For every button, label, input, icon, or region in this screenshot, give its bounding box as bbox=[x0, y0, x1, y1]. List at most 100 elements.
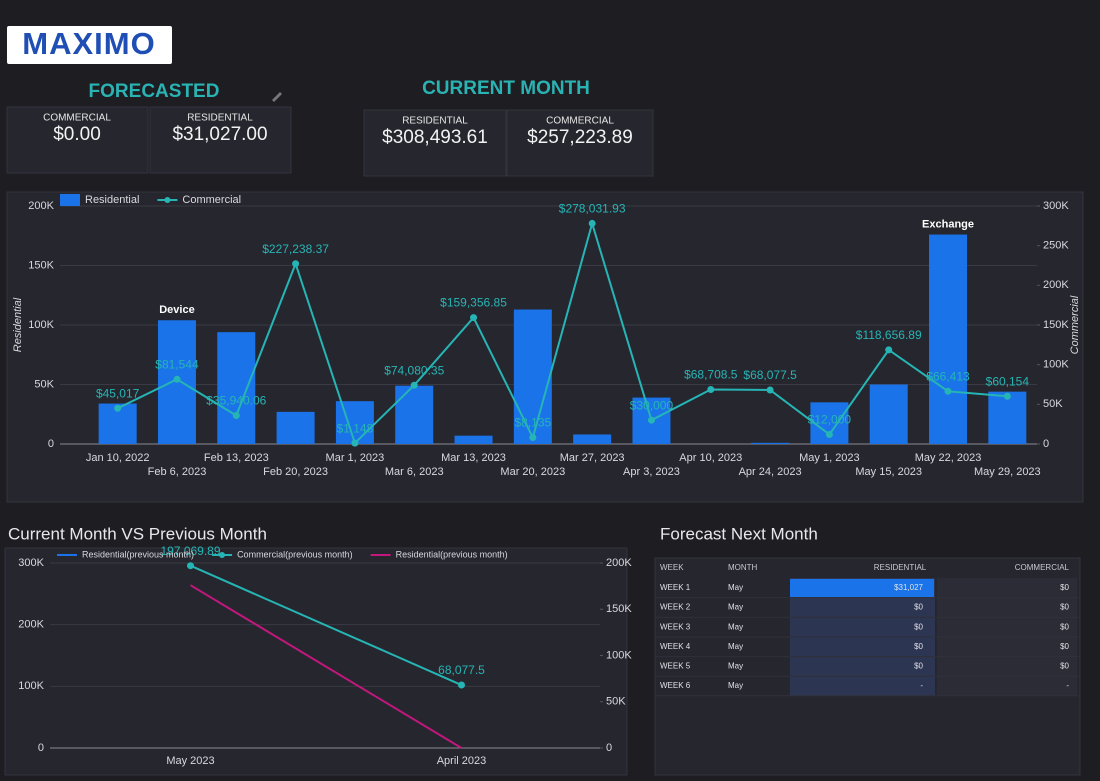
table-cell: WEEK 6 bbox=[660, 681, 691, 690]
x-tick-label: Apr 3, 2023 bbox=[623, 466, 680, 478]
bar bbox=[395, 385, 434, 444]
data-label: $159,356.85 bbox=[440, 296, 507, 310]
data-label: $68,708.5 bbox=[684, 368, 738, 382]
legend-label: Commercial bbox=[182, 194, 241, 206]
point bbox=[351, 439, 359, 447]
y-tick-label: 0 bbox=[38, 742, 44, 754]
table-cell: $0 bbox=[914, 622, 923, 631]
table-cell: $31,027 bbox=[894, 583, 923, 592]
table-cell: WEEK 4 bbox=[660, 642, 691, 651]
logo-box bbox=[7, 26, 172, 64]
kpi-value: $31,027.00 bbox=[172, 124, 267, 145]
table-cell: May bbox=[728, 622, 743, 631]
data-label: $60,154 bbox=[986, 374, 1030, 388]
x-tick-label: Feb 6, 2023 bbox=[148, 466, 207, 478]
data-label: $8,135 bbox=[514, 416, 551, 430]
y2-axis-title: Commercial bbox=[1069, 295, 1081, 354]
table-cell: $0 bbox=[914, 662, 923, 671]
table-header: RESIDENTIAL bbox=[874, 563, 927, 572]
kpi-value: $308,493.61 bbox=[382, 127, 488, 148]
x-tick-label: Mar 27, 2023 bbox=[560, 452, 625, 464]
table-cell: May bbox=[728, 603, 743, 612]
x-tick-label: Feb 13, 2023 bbox=[204, 452, 269, 464]
logo: MAXIMO bbox=[22, 26, 155, 61]
data-label: $81,544 bbox=[155, 357, 199, 371]
point bbox=[114, 404, 122, 412]
kpi-card bbox=[363, 109, 507, 177]
table-cell: - bbox=[1066, 681, 1069, 690]
y-tick-label: 50K bbox=[34, 378, 54, 390]
point bbox=[1003, 392, 1011, 400]
bar bbox=[454, 435, 493, 444]
x-tick-label: May 29, 2023 bbox=[974, 466, 1041, 478]
table-header: MONTH bbox=[728, 563, 758, 572]
x-tick-label: Apr 24, 2023 bbox=[739, 466, 802, 478]
x-tick-label: Mar 6, 2023 bbox=[385, 466, 444, 478]
x-tick-label: Mar 20, 2023 bbox=[500, 466, 565, 478]
y2-tick-label: 200K bbox=[1043, 279, 1069, 291]
edit-icon[interactable] bbox=[272, 92, 282, 102]
y2-tick-label: 250K bbox=[1043, 240, 1069, 252]
data-label: $118,656.89 bbox=[856, 328, 922, 342]
table-cell: $0 bbox=[1060, 583, 1069, 592]
y-axis-title: Residential bbox=[12, 297, 24, 352]
y2-tick-label: 0 bbox=[1043, 438, 1049, 450]
y2-tick-label: 100K bbox=[606, 649, 632, 661]
table-cell: $0 bbox=[1060, 662, 1069, 671]
line bbox=[189, 584, 463, 749]
y2-tick-label: 0 bbox=[606, 742, 612, 754]
line bbox=[190, 564, 462, 686]
data-label: 197,069.89 bbox=[160, 544, 220, 558]
table-cell: - bbox=[920, 681, 923, 690]
legend-label: Residential(previous month) bbox=[396, 549, 508, 559]
table-cell: $0 bbox=[1060, 603, 1069, 612]
x-tick-label: May 15, 2023 bbox=[855, 466, 922, 478]
heat-cell bbox=[790, 579, 934, 597]
table-cell: WEEK 1 bbox=[660, 583, 691, 592]
x-tick-label: Feb 20, 2023 bbox=[263, 466, 328, 478]
kpi-label: COMMERCIAL bbox=[43, 113, 111, 124]
point bbox=[458, 681, 465, 689]
data-label: $45,017 bbox=[96, 386, 140, 400]
data-label: $66,413 bbox=[926, 369, 970, 383]
bar bbox=[217, 332, 256, 444]
y2-tick-label: 50K bbox=[1043, 398, 1063, 410]
legend-label: Residential(previous month) bbox=[82, 549, 194, 559]
y2-tick-label: 300K bbox=[1043, 200, 1069, 212]
x-tick-label: May 2023 bbox=[166, 755, 214, 767]
point bbox=[825, 430, 833, 438]
legend-label: Residential bbox=[85, 194, 139, 206]
legend-swatch bbox=[219, 552, 226, 558]
bar bbox=[573, 434, 612, 444]
point bbox=[173, 375, 181, 383]
point bbox=[944, 387, 952, 395]
data-label: $1,148 bbox=[337, 421, 374, 435]
data-label: $12,000 bbox=[808, 413, 852, 427]
y-tick-label: 200K bbox=[18, 619, 44, 631]
table-cell: May bbox=[728, 642, 743, 651]
bar bbox=[335, 401, 374, 444]
legend-swatch bbox=[164, 197, 171, 203]
chart-title: Current Month VS Previous Month bbox=[8, 524, 267, 543]
kpi-value: $257,223.89 bbox=[527, 127, 633, 148]
point bbox=[885, 346, 893, 354]
table-cell: WEEK 3 bbox=[660, 622, 691, 631]
kpi-value: $0.00 bbox=[53, 124, 101, 145]
table-cell: May bbox=[728, 662, 743, 671]
y2-tick-label: 150K bbox=[606, 603, 632, 615]
point bbox=[187, 562, 194, 570]
y-tick-label: 200K bbox=[28, 200, 54, 212]
table-cell: May bbox=[728, 681, 743, 690]
y-tick-label: 150K bbox=[28, 259, 54, 271]
x-tick-label: Jan 10, 2022 bbox=[86, 452, 150, 464]
kpi-card bbox=[149, 106, 292, 174]
point bbox=[410, 381, 418, 389]
bar bbox=[513, 309, 552, 444]
x-tick-label: Mar 1, 2023 bbox=[326, 452, 385, 464]
data-label: 68,077.5 bbox=[438, 663, 485, 677]
bar bbox=[751, 442, 790, 444]
point bbox=[766, 386, 774, 394]
annotation: Exchange bbox=[922, 218, 974, 230]
table-cell: $0 bbox=[914, 642, 923, 651]
